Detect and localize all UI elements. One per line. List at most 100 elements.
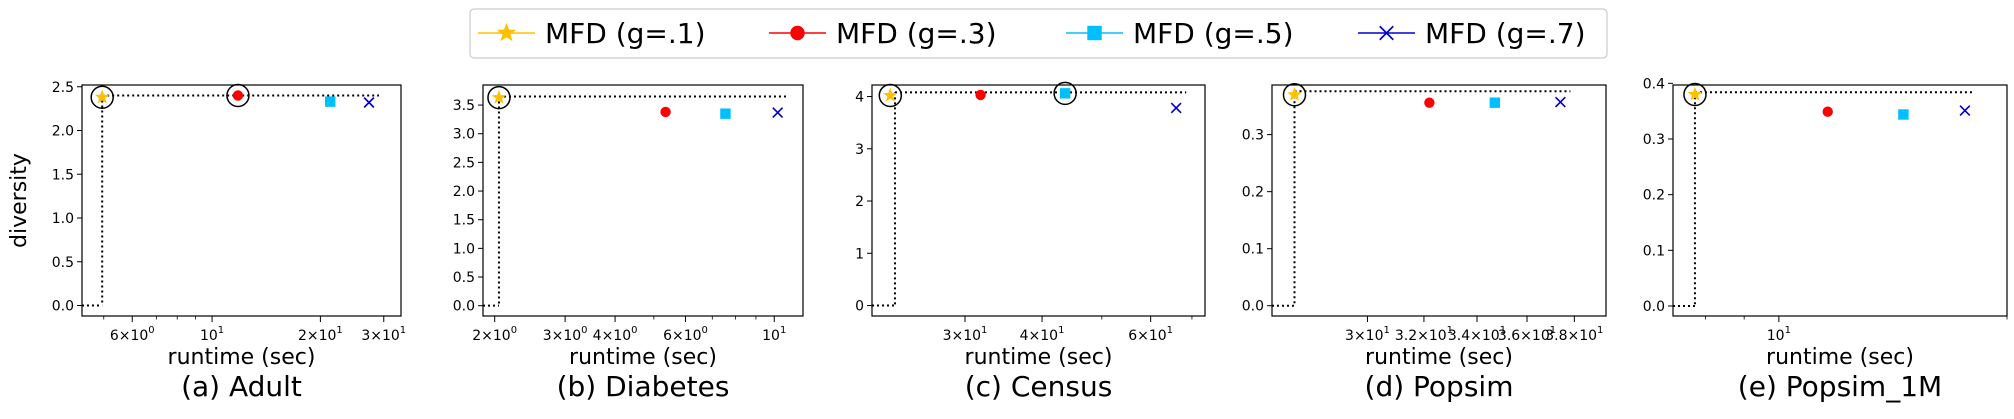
y-tick-label: 1 — [855, 246, 864, 262]
y-tick-label: 0.1 — [1643, 243, 1665, 259]
y-axis-label: diversity — [7, 153, 32, 248]
data-point-star — [1687, 86, 1703, 101]
legend-item-2: MFD (g=.3) — [769, 17, 997, 50]
x-tick-label-base: 6×10 — [110, 328, 148, 344]
x-tick-label: 101 — [762, 325, 786, 344]
x-tick-label: 3.8×101 — [1545, 325, 1603, 344]
data-point-x — [363, 97, 375, 108]
y-tick-label: 0.3 — [1242, 128, 1264, 144]
legend-frame — [469, 8, 1608, 59]
x-tick-label: 6×100 — [110, 325, 155, 344]
legend-label: MFD (g=.5) — [1133, 17, 1294, 50]
x-tick-label: 3.2×101 — [1395, 325, 1453, 344]
legend-item-3: MFD (g=.5) — [1066, 17, 1294, 50]
y-tick-label: 2 — [855, 194, 864, 210]
data-point-circle — [1822, 106, 1833, 117]
panel-caption: (b) Diabetes — [557, 370, 730, 403]
legend-item-1: MFD (g=.1) — [478, 17, 706, 50]
x-tick-label-exponent: 0 — [581, 325, 587, 336]
legend-marker-star — [496, 22, 517, 42]
y-tick-label: 0.5 — [52, 255, 74, 271]
panels: 0.00.51.01.52.02.56×100 101 2×101 3×101runt… — [7, 76, 2008, 403]
panel-caption: (c) Census — [965, 370, 1113, 403]
x-tick-label: 3.6×101 — [1498, 325, 1556, 344]
panel-4: 0.00.10.20.33×101 3.2×1013.4×1013.6×1013.… — [1242, 82, 1607, 403]
data-point-x — [1554, 96, 1566, 108]
data-point-circle — [232, 90, 244, 101]
data-point-square — [325, 96, 336, 107]
legend-label: MFD (g=.3) — [836, 17, 997, 50]
data-point-circle — [975, 89, 986, 101]
x-tick-label-base: 3.6×10 — [1498, 328, 1550, 344]
x-tick-label: 101 — [200, 325, 224, 344]
x-tick-label-base: 10 — [762, 328, 780, 344]
x-tick-label: 101 — [1767, 325, 1791, 344]
x-tick-label: 3×100 — [543, 325, 588, 344]
data-point-star — [94, 89, 110, 104]
highlight-ring — [90, 85, 114, 109]
axes-frame — [81, 84, 402, 317]
legend-marker-x — [1379, 25, 1394, 41]
data-point-star — [1287, 87, 1302, 101]
legend-marker-circle — [790, 25, 805, 41]
panel-caption: (e) Popsim_1M — [1738, 370, 1942, 403]
x-tick-label: 2×101 — [298, 325, 343, 344]
x-tick-label-exponent: 1 — [1383, 325, 1389, 336]
x-tick-label: 3×101 — [943, 325, 988, 344]
panel-2: 0.00.51.01.52.02.53.03.52×100 3×100 4×100 6… — [453, 84, 804, 403]
x-tick-label-base: 2×10 — [472, 328, 510, 344]
x-tick-label-base: 4×10 — [593, 328, 631, 344]
x-tick-label-exponent: 0 — [148, 325, 154, 336]
x-tick-label: 3.4×101 — [1448, 325, 1506, 344]
x-tick-label-exponent: 1 — [1058, 325, 1064, 336]
y-tick-label: 0.1 — [1242, 242, 1264, 258]
legend-marker-square — [1087, 25, 1102, 41]
x-tick-label: 3×101 — [361, 325, 406, 344]
y-tick-label: 3.5 — [453, 98, 475, 114]
y-tick-label: 0.3 — [1643, 132, 1665, 148]
highlight-ring — [1053, 81, 1077, 106]
x-tick-label-exponent: 1 — [981, 325, 987, 336]
x-axis-label: runtime (sec) — [1365, 345, 1513, 370]
x-tick-label-exponent: 1 — [218, 325, 224, 336]
x-tick-label-exponent: 1 — [1785, 325, 1791, 336]
x-tick-label-exponent: 1 — [336, 325, 342, 336]
y-tick-label: 0.2 — [1643, 188, 1665, 204]
data-point-star — [883, 87, 898, 102]
y-tick-label: 2.0 — [52, 124, 74, 140]
x-tick-label-exponent: 1 — [400, 325, 406, 336]
y-tick-label: 0.0 — [52, 299, 74, 315]
y-tick-label: 0.0 — [453, 299, 475, 315]
x-tick-label: 3×101 — [1345, 325, 1390, 344]
y-tick-label: 3 — [855, 142, 864, 158]
x-tick-label-base: 3.4×10 — [1448, 328, 1500, 344]
x-tick-label-base: 6×10 — [1128, 328, 1166, 344]
y-tick-label: 0.5 — [453, 270, 475, 286]
data-point-x — [772, 107, 784, 118]
highlight-ring — [1683, 82, 1707, 107]
legend-label: MFD (g=.1) — [545, 17, 706, 50]
axes-frame — [871, 84, 1206, 317]
x-tick-label-base: 3×10 — [361, 328, 399, 344]
y-tick-label: 3.0 — [453, 127, 475, 143]
x-tick-label-exponent: 0 — [702, 325, 708, 336]
y-tick-label: 0 — [855, 299, 864, 315]
x-tick-label-base: 10 — [1767, 328, 1785, 344]
x-tick-label-base: 4×10 — [1020, 328, 1058, 344]
x-tick-label: 2×100 — [472, 325, 517, 344]
x-tick-label-base: 3×10 — [943, 328, 981, 344]
y-tick-label: 1.0 — [453, 241, 475, 257]
x-tick-label-base: 3.8×10 — [1545, 328, 1597, 344]
data-point-star — [491, 89, 507, 104]
x-tick-label-base: 3×10 — [1345, 328, 1383, 344]
x-tick-label-exponent: 1 — [780, 325, 786, 336]
data-point-square — [1898, 109, 1909, 120]
y-tick-label: 2.0 — [453, 184, 475, 200]
data-point-x — [1959, 105, 1971, 117]
legend-item-4: MFD (g=.7) — [1358, 17, 1586, 50]
y-tick-label: 1.5 — [453, 213, 475, 229]
x-tick-label-base: 2×10 — [298, 328, 336, 344]
y-tick-label: 0.0 — [1242, 299, 1264, 315]
